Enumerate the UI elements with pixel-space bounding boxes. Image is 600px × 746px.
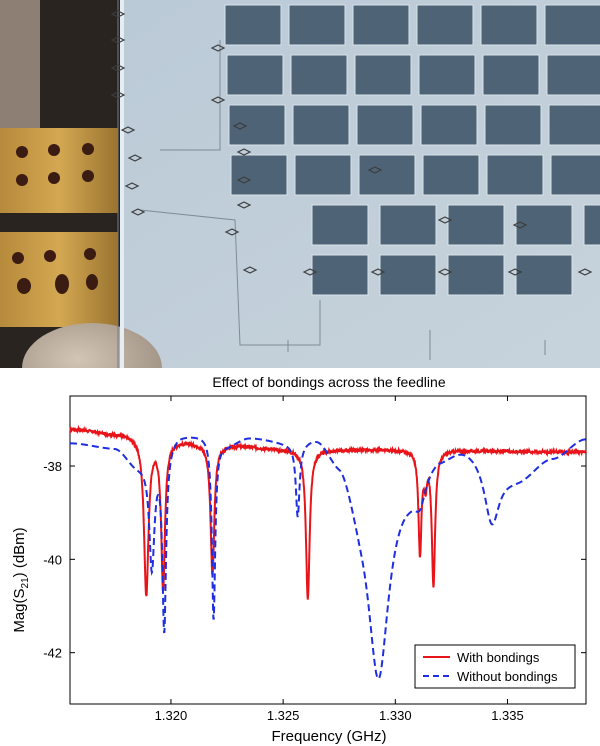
y-tick-label: -38: [43, 459, 62, 474]
detector-pixel: [224, 4, 282, 46]
x-tick-label: 1.335: [491, 708, 524, 723]
svg-text:Mag(S21) (dBm): Mag(S21) (dBm): [11, 527, 31, 632]
bond-pad: [507, 268, 523, 276]
x-tick-label: 1.330: [379, 708, 412, 723]
bond-pad: [210, 44, 226, 52]
x-tick-label: 1.320: [155, 708, 188, 723]
series-layer: [69, 424, 587, 680]
y-axis-label-sub: 21: [20, 577, 31, 589]
bond-pad: [110, 64, 126, 72]
bond-pad: [437, 268, 453, 276]
bond-pad: [127, 154, 143, 162]
series-line-without-bondings: [70, 436, 587, 680]
legend-label-without-bondings: Without bondings: [457, 669, 558, 684]
bond-pad: [512, 221, 528, 229]
detector-pixel: [379, 254, 437, 296]
detector-pixel: [358, 154, 416, 196]
detector-pixel: [482, 54, 540, 96]
detector-pixel: [230, 154, 288, 196]
series-line-with-bondings: [69, 424, 587, 600]
bond-pad: [236, 201, 252, 209]
detector-pixel: [422, 154, 480, 196]
bond-pad: [437, 216, 453, 224]
detector-pixel: [354, 54, 412, 96]
y-axis-label: Mag(S21) (dBm): [11, 527, 31, 632]
bond-pad: [236, 148, 252, 156]
legend-label-with-bondings: With bondings: [457, 650, 540, 665]
detector-pixel: [226, 54, 284, 96]
x-axis-label: Frequency (GHz): [271, 728, 386, 745]
detector-pixel: [311, 254, 369, 296]
bond-pad: [120, 126, 136, 134]
detector-pixel: [550, 154, 600, 196]
bond-pad: [242, 266, 258, 274]
y-tick-label: -40: [43, 552, 62, 567]
detector-pixel: [356, 104, 414, 146]
detector-pixel: [486, 154, 544, 196]
detector-pixel: [583, 204, 600, 246]
detector-pixel: [515, 204, 573, 246]
bond-pad: [370, 268, 386, 276]
detector-pixel: [379, 204, 437, 246]
y-axis-label-main: Mag(S: [11, 588, 28, 632]
s21-plot: Effect of bondings across the feedline 1…: [11, 374, 587, 745]
detector-pixel: [311, 204, 369, 246]
bond-pad: [110, 10, 126, 18]
chip-photograph: [0, 0, 600, 368]
bond-pad: [130, 208, 146, 216]
chart-title: Effect of bondings across the feedline: [212, 374, 445, 390]
bond-pad: [236, 176, 252, 184]
detector-pixel: [228, 104, 286, 146]
bond-pad: [577, 268, 593, 276]
detector-pixel: [515, 254, 573, 296]
detector-pixel: [418, 54, 476, 96]
detector-pixel-array: [224, 4, 600, 296]
detector-pixel: [416, 4, 474, 46]
detector-pixel: [544, 4, 600, 46]
bond-pad: [110, 91, 126, 99]
gold-connector-blocks: [0, 128, 118, 327]
detector-pixel: [290, 54, 348, 96]
bond-pad: [367, 166, 383, 174]
bond-pad: [210, 96, 226, 104]
x-tick-label: 1.325: [267, 708, 300, 723]
finger: [22, 323, 162, 368]
detector-pixel: [447, 204, 505, 246]
bond-pad: [224, 228, 240, 236]
y-axis-label-tail: ) (dBm): [11, 527, 28, 577]
detector-pixel: [548, 104, 600, 146]
detector-pixel: [292, 104, 350, 146]
detector-pixel: [447, 254, 505, 296]
detector-pixel: [352, 4, 410, 46]
detector-pixel: [546, 54, 600, 96]
detector-pixel: [420, 104, 478, 146]
bond-pad: [302, 268, 318, 276]
bond-pad: [232, 122, 248, 130]
y-tick-label: -42: [43, 646, 62, 661]
bond-pad: [124, 182, 140, 190]
detector-pixel: [288, 4, 346, 46]
detector-pixel: [294, 154, 352, 196]
bond-pad: [110, 36, 126, 44]
detector-pixel: [480, 4, 538, 46]
detector-pixel: [484, 104, 542, 146]
axis-ticks: 1.320 1.325 1.330 1.335 -38 -40 -42: [43, 396, 586, 723]
legend: With bondings Without bondings: [414, 644, 576, 689]
